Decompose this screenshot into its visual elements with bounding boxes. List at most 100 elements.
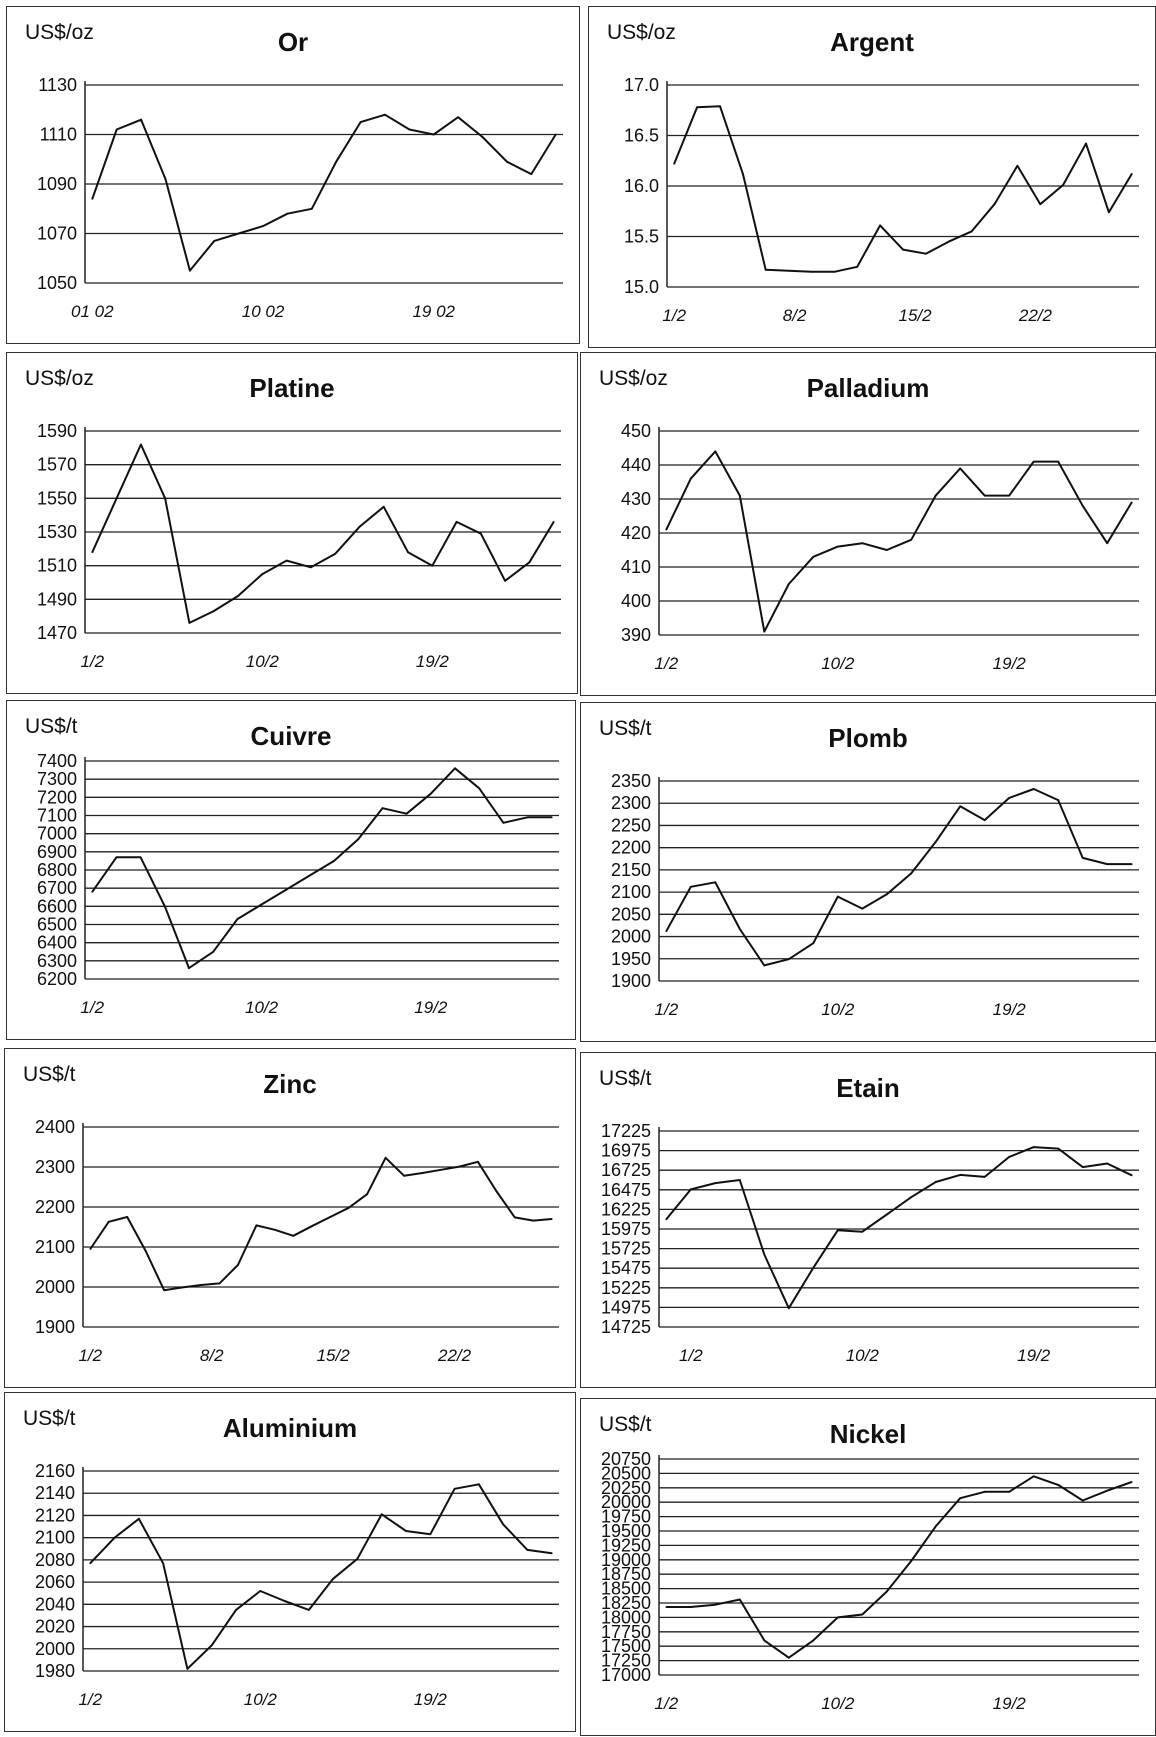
x-tick-label: 10/2 — [246, 652, 280, 671]
data-point — [237, 595, 239, 597]
series-line — [89, 1156, 552, 1292]
unit-label: US$/t — [599, 1413, 652, 1436]
y-tick-label: 6500 — [37, 915, 77, 935]
data-point — [502, 1523, 504, 1526]
data-point — [947, 240, 950, 243]
data-point — [164, 497, 167, 500]
x-tick-label: 1/2 — [679, 1346, 703, 1365]
y-tick-label: 6700 — [37, 878, 77, 898]
data-point — [162, 1562, 165, 1565]
y-tick-label: 1490 — [37, 589, 77, 609]
data-point — [308, 1609, 310, 1611]
series-line — [666, 1475, 1133, 1659]
data-point — [481, 136, 484, 138]
data-point — [457, 116, 459, 119]
data-point — [502, 821, 505, 824]
y-tick-label: 2000 — [35, 1277, 75, 1297]
x-tick-label: 10/2 — [846, 1346, 880, 1365]
data-point — [665, 1606, 668, 1608]
data-point — [347, 1206, 350, 1209]
data-point — [983, 819, 986, 821]
y-tick-label: 400 — [621, 591, 651, 611]
data-point — [140, 118, 143, 121]
x-tick-label: 1/2 — [78, 1346, 102, 1365]
data-point — [384, 1156, 387, 1159]
data-point — [764, 268, 767, 271]
data-point — [212, 950, 215, 953]
data-point — [1106, 1489, 1109, 1492]
data-point — [421, 1172, 424, 1174]
data-point — [1130, 863, 1133, 865]
data-point — [440, 1168, 442, 1171]
data-point — [1008, 494, 1011, 497]
chart-plot-cuivre: 7400730072007100700069006800670066006500… — [37, 751, 559, 1017]
data-point — [1081, 857, 1084, 859]
y-tick-label: 17000 — [601, 1665, 651, 1685]
data-point — [1085, 142, 1087, 145]
x-tick-label: 19 02 — [412, 302, 455, 321]
data-point — [934, 841, 937, 843]
data-point — [164, 178, 167, 181]
y-tick-label: 19250 — [601, 1535, 651, 1555]
y-tick-label: 2200 — [35, 1197, 75, 1217]
series-line — [665, 1146, 1133, 1310]
data-point — [885, 549, 888, 551]
y-tick-label: 7200 — [37, 787, 77, 807]
data-point — [910, 538, 913, 541]
y-tick-label: 19500 — [601, 1521, 651, 1541]
data-point — [861, 907, 864, 910]
y-tick-label: 15.0 — [624, 277, 659, 297]
y-tick-label: 440 — [621, 455, 651, 475]
data-point — [357, 838, 360, 840]
data-point — [885, 1590, 888, 1593]
data-point — [186, 1667, 189, 1670]
y-tick-label: 2060 — [35, 1572, 75, 1592]
chart-panel-cuivre: US$/t Cuivre 7400 7300 7200 7100 7000 6900 6800 6… — [6, 700, 576, 1040]
data-point — [283, 1600, 286, 1602]
data-point — [1057, 799, 1060, 801]
data-point — [261, 573, 264, 575]
chart-title: Platine — [249, 373, 335, 403]
data-point — [1081, 1166, 1084, 1168]
chart-plot-or: 1130 1110 1090 1070 1050 01 02 10 02 19 02 — [37, 75, 563, 321]
data-point — [530, 173, 533, 176]
data-point — [236, 918, 239, 920]
chart-title: Plomb — [828, 723, 908, 753]
unit-label: US$/t — [599, 1067, 652, 1090]
data-point — [188, 622, 191, 624]
y-tick-label: 6900 — [37, 842, 77, 862]
data-point — [405, 1530, 407, 1532]
y-tick-label: 16975 — [601, 1141, 651, 1161]
y-tick-label: 2350 — [611, 771, 651, 791]
y-tick-label: 2250 — [611, 815, 651, 835]
unit-label: US$/oz — [25, 367, 94, 390]
y-tick-label: 1900 — [35, 1317, 75, 1337]
y-tick-label: 14725 — [601, 1317, 651, 1337]
data-point — [910, 1560, 913, 1562]
data-point — [1032, 1475, 1035, 1478]
x-tick-label: 10/2 — [245, 998, 279, 1017]
data-point — [262, 225, 264, 228]
data-point — [310, 1225, 313, 1228]
data-point — [188, 967, 190, 969]
data-point — [310, 566, 312, 569]
data-point — [665, 1218, 668, 1221]
x-tick-label: 1/2 — [80, 652, 104, 671]
data-point — [432, 133, 435, 136]
data-point — [910, 872, 913, 875]
y-tick-label: 1510 — [37, 556, 77, 576]
chart-panel-etain: US$/t Etain 17225 16975 16725 16475 16225 15975… — [580, 1052, 1156, 1388]
data-point — [836, 895, 839, 898]
y-tick-label: 15475 — [601, 1258, 651, 1278]
y-tick-label: 1570 — [37, 455, 77, 475]
y-tick-label: 14975 — [601, 1297, 651, 1317]
y-tick-label: 19750 — [601, 1507, 651, 1527]
y-tick-label: 2100 — [35, 1528, 75, 1548]
data-point — [526, 1549, 529, 1551]
data-point — [885, 1213, 888, 1216]
unit-label: US$/oz — [599, 367, 668, 390]
data-point — [115, 856, 118, 859]
data-point — [477, 1160, 479, 1163]
y-tick-label: 7400 — [37, 751, 77, 771]
